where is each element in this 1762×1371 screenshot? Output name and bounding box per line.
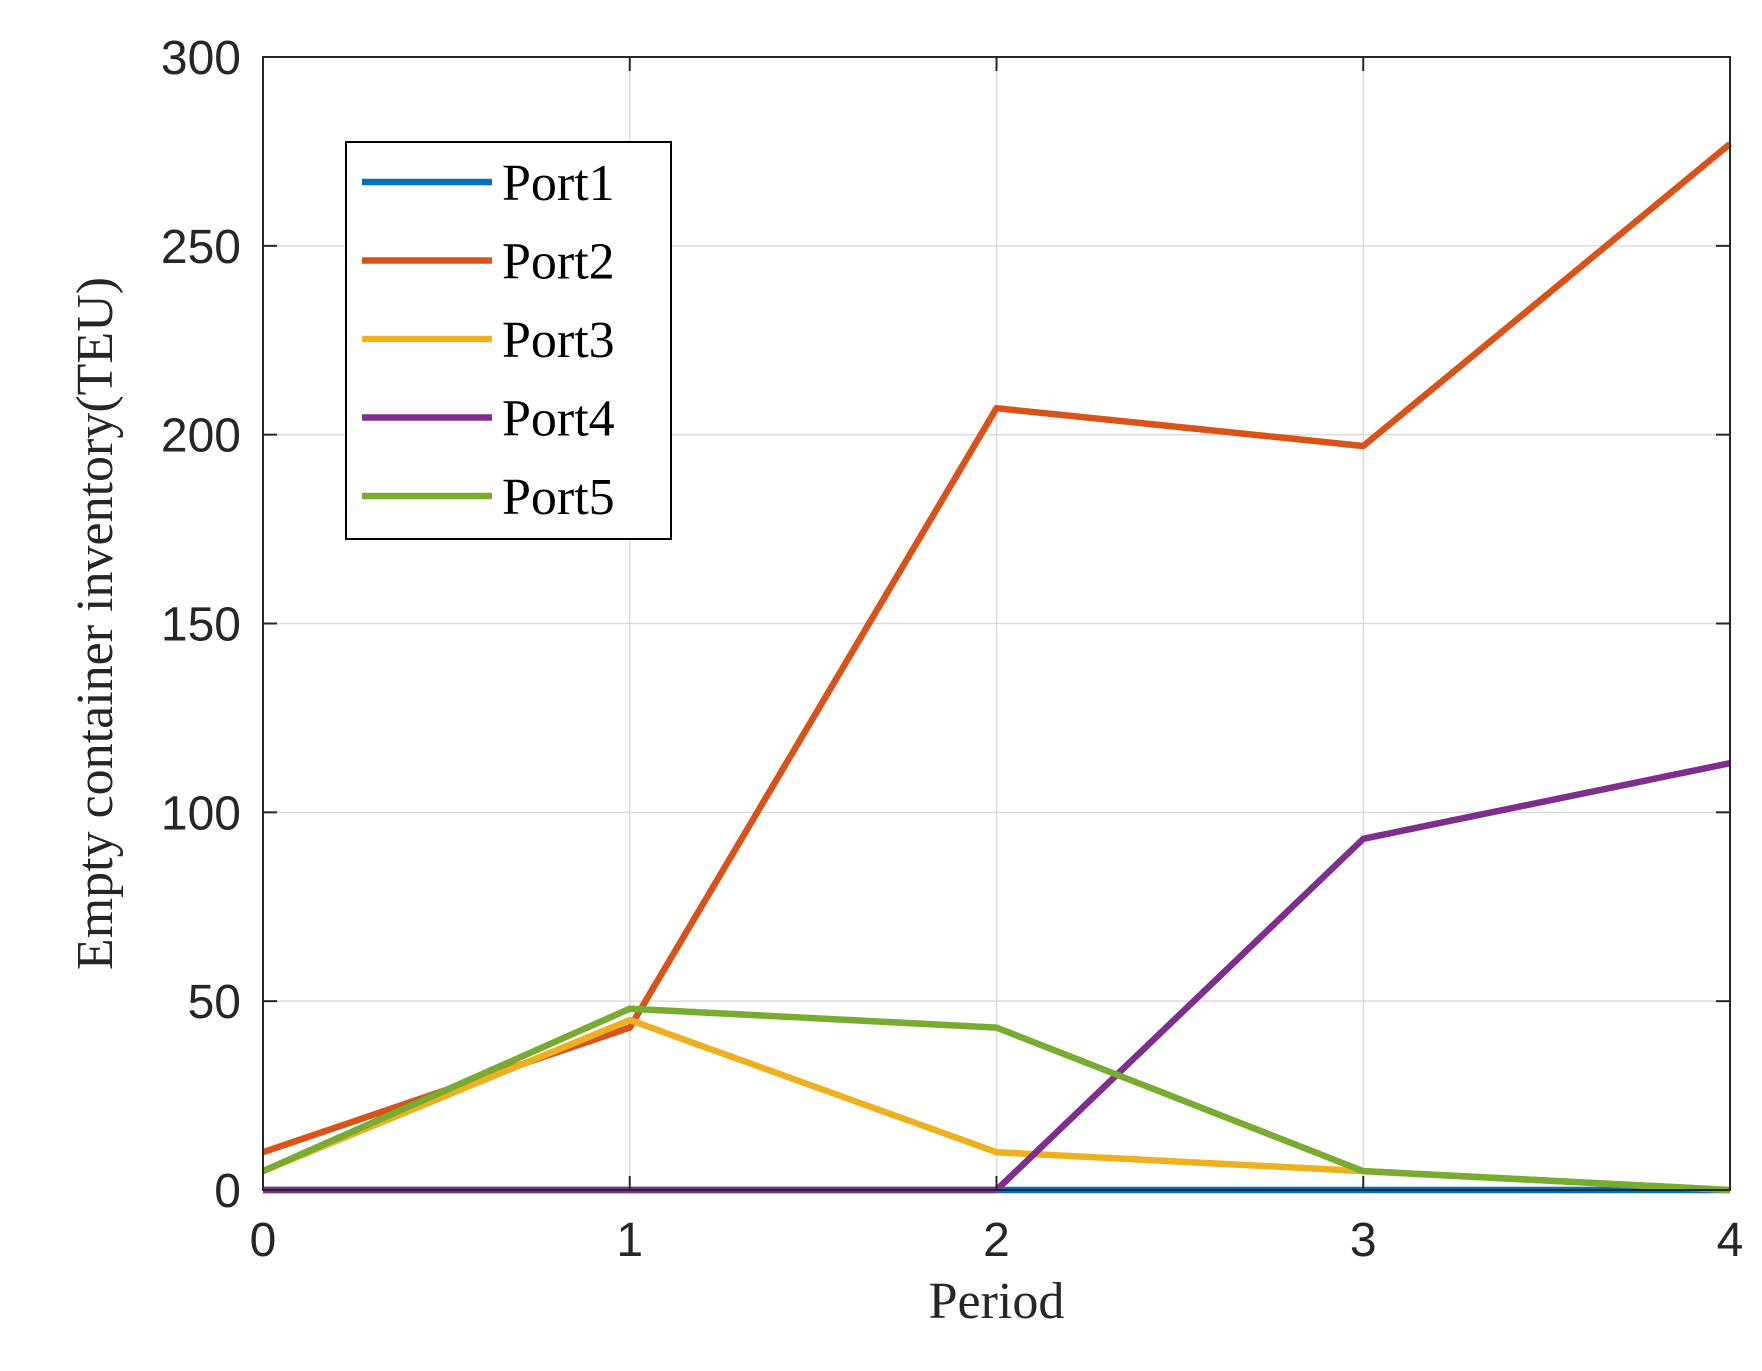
x-tick-label: 3	[1350, 1214, 1377, 1267]
x-tick-label: 1	[616, 1214, 643, 1267]
legend-item-port5: Port5	[362, 469, 615, 526]
y-tick-label: 250	[161, 221, 241, 274]
x-tick-label: 4	[1717, 1214, 1744, 1267]
legend-item-port3: Port3	[362, 312, 615, 369]
legend-item-port2: Port2	[362, 234, 615, 291]
legend-item-port4: Port4	[362, 391, 615, 448]
y-tick-label: 0	[214, 1165, 241, 1218]
legend: Port1 Port2 Port3 Port4 Port5	[345, 141, 672, 540]
series-line-port5	[261, 1005, 1731, 1194]
legend-item-port1: Port1	[362, 155, 615, 212]
legend-label: Port5	[502, 469, 615, 526]
legend-label: Port1	[502, 155, 615, 212]
y-tick-labels: 0 50 100 150 200 250 300	[161, 32, 241, 1218]
x-tick-label: 0	[250, 1214, 277, 1267]
legend-items: Port1 Port2 Port3 Port4 Port5	[362, 155, 615, 526]
y-tick-label: 200	[161, 410, 241, 463]
x-tick-label: 2	[983, 1214, 1010, 1267]
legend-label: Port3	[502, 312, 615, 369]
x-axis-label: Period	[929, 1273, 1065, 1330]
y-tick-label: 50	[188, 976, 241, 1029]
y-tick-label: 300	[161, 32, 241, 85]
y-axis-label: Empty container inventory(TEU)	[67, 277, 124, 970]
tick-marks	[262, 56, 1731, 1191]
y-tick-label: 100	[161, 787, 241, 840]
y-tick-label: 150	[161, 599, 241, 652]
x-tick-labels: 0 1 2 3 4	[250, 1214, 1744, 1267]
legend-label: Port2	[502, 234, 615, 291]
legend-label: Port4	[502, 391, 615, 448]
